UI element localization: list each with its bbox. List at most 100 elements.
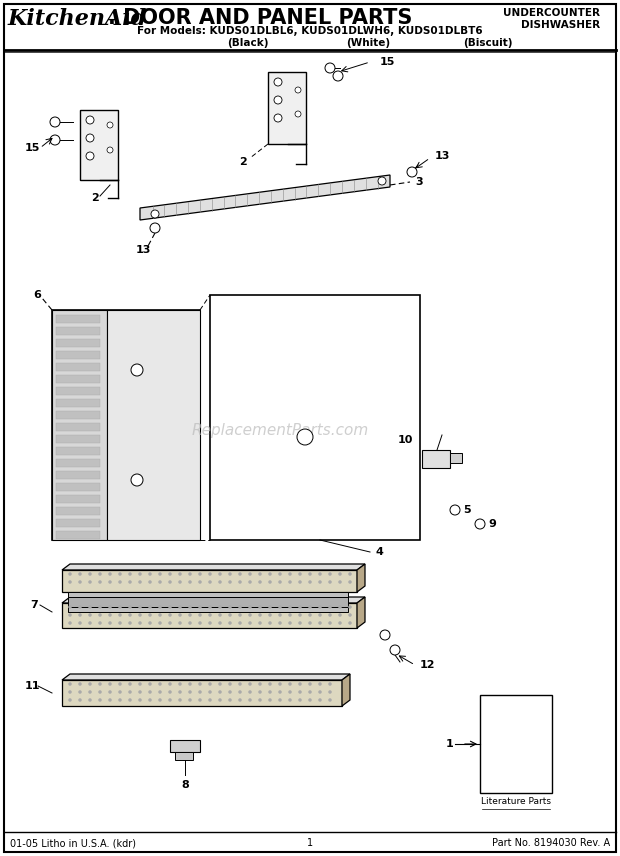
- Circle shape: [149, 614, 151, 616]
- Circle shape: [268, 605, 272, 609]
- Circle shape: [149, 691, 151, 693]
- Circle shape: [208, 691, 211, 693]
- Circle shape: [239, 614, 242, 616]
- Circle shape: [108, 614, 112, 616]
- Circle shape: [79, 580, 81, 584]
- Circle shape: [169, 605, 172, 609]
- Text: 1: 1: [446, 739, 454, 749]
- Circle shape: [159, 573, 161, 575]
- Circle shape: [319, 682, 322, 686]
- Circle shape: [138, 698, 141, 702]
- Circle shape: [268, 580, 272, 584]
- Circle shape: [68, 580, 71, 584]
- Circle shape: [208, 621, 211, 625]
- Circle shape: [278, 605, 281, 609]
- Bar: [56, 423, 100, 431]
- Circle shape: [99, 682, 102, 686]
- Circle shape: [249, 580, 252, 584]
- Text: 1: 1: [307, 838, 313, 848]
- Circle shape: [380, 630, 390, 640]
- Circle shape: [239, 621, 242, 625]
- Text: 15: 15: [24, 143, 40, 153]
- Circle shape: [298, 621, 301, 625]
- Circle shape: [118, 621, 122, 625]
- Bar: [56, 531, 100, 539]
- Circle shape: [99, 573, 102, 575]
- Text: (White): (White): [346, 38, 390, 48]
- Text: 4: 4: [375, 547, 383, 557]
- Circle shape: [131, 474, 143, 486]
- Circle shape: [118, 698, 122, 702]
- Circle shape: [68, 621, 71, 625]
- Circle shape: [348, 573, 352, 575]
- Circle shape: [278, 573, 281, 575]
- Circle shape: [169, 580, 172, 584]
- Circle shape: [229, 605, 231, 609]
- Circle shape: [128, 573, 131, 575]
- Circle shape: [218, 621, 221, 625]
- Circle shape: [329, 580, 332, 584]
- Bar: [80, 110, 118, 180]
- Text: 01-05 Litho in U.S.A. (kdr): 01-05 Litho in U.S.A. (kdr): [10, 838, 136, 848]
- Circle shape: [118, 614, 122, 616]
- Circle shape: [339, 573, 342, 575]
- Circle shape: [169, 573, 172, 575]
- Circle shape: [298, 698, 301, 702]
- Bar: [56, 387, 100, 395]
- Circle shape: [107, 147, 113, 153]
- Circle shape: [188, 580, 192, 584]
- Circle shape: [348, 614, 352, 616]
- Circle shape: [79, 691, 81, 693]
- Circle shape: [298, 682, 301, 686]
- Circle shape: [188, 573, 192, 575]
- Circle shape: [268, 614, 272, 616]
- Circle shape: [128, 614, 131, 616]
- Bar: [56, 375, 100, 383]
- Bar: [170, 740, 200, 752]
- Bar: [450, 453, 462, 463]
- Circle shape: [159, 614, 161, 616]
- Circle shape: [169, 614, 172, 616]
- Circle shape: [339, 614, 342, 616]
- Circle shape: [309, 605, 311, 609]
- Circle shape: [79, 698, 81, 702]
- Circle shape: [188, 682, 192, 686]
- Circle shape: [329, 614, 332, 616]
- Circle shape: [149, 580, 151, 584]
- Bar: [56, 399, 100, 407]
- Circle shape: [288, 605, 291, 609]
- Circle shape: [118, 682, 122, 686]
- Circle shape: [274, 78, 282, 86]
- Circle shape: [151, 210, 159, 218]
- Circle shape: [89, 573, 92, 575]
- Circle shape: [329, 691, 332, 693]
- Text: Literature Parts: Literature Parts: [481, 797, 551, 806]
- Circle shape: [297, 429, 313, 445]
- Circle shape: [138, 573, 141, 575]
- Circle shape: [309, 614, 311, 616]
- Circle shape: [118, 580, 122, 584]
- Circle shape: [268, 682, 272, 686]
- Polygon shape: [62, 680, 342, 706]
- Circle shape: [288, 614, 291, 616]
- Polygon shape: [140, 175, 390, 220]
- Text: Part No. 8194030 Rev. A: Part No. 8194030 Rev. A: [492, 838, 610, 848]
- Text: KitchenAid: KitchenAid: [8, 8, 148, 30]
- Circle shape: [348, 605, 352, 609]
- Bar: [68, 592, 348, 597]
- Circle shape: [333, 71, 343, 81]
- Circle shape: [390, 645, 400, 655]
- Circle shape: [198, 580, 202, 584]
- Circle shape: [138, 614, 141, 616]
- Text: 13: 13: [135, 245, 151, 255]
- Circle shape: [159, 682, 161, 686]
- Circle shape: [89, 621, 92, 625]
- Bar: [56, 315, 100, 323]
- Circle shape: [99, 691, 102, 693]
- Bar: [56, 339, 100, 347]
- Bar: [52, 310, 200, 540]
- Text: 8: 8: [181, 780, 189, 790]
- Circle shape: [319, 580, 322, 584]
- Bar: [56, 435, 100, 443]
- Text: 5: 5: [463, 505, 471, 515]
